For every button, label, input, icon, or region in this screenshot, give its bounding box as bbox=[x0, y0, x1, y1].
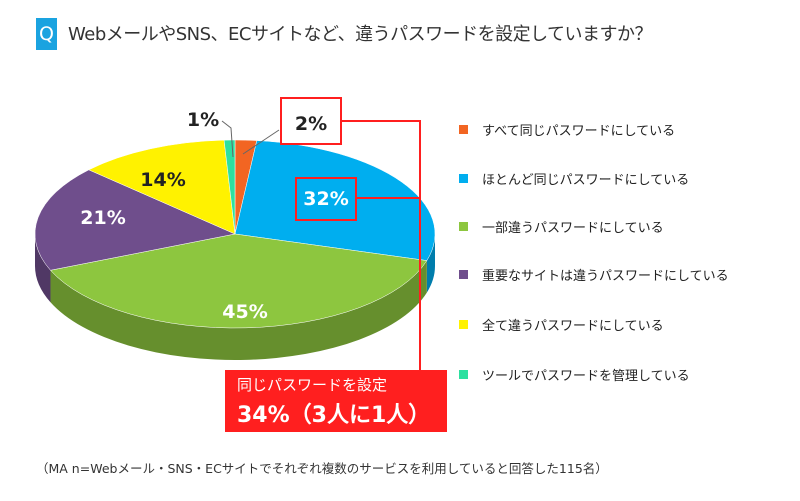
legend-label: ほとんど同じパスワードにしている bbox=[482, 173, 690, 188]
legend-label: すべて同じパスワードにしている bbox=[482, 124, 676, 139]
legend-item: すべて同じパスワードにしている bbox=[459, 120, 675, 139]
footnote: （MA n=Webメール・SNS・ECサイトでそれぞれ複数のサービスを利用してい… bbox=[36, 461, 608, 476]
legend-label: 一部違うパスワードにしている bbox=[482, 221, 664, 236]
data-label-4: 21% bbox=[80, 207, 125, 229]
legend-item: 一部違うパスワードにしている bbox=[459, 217, 664, 236]
leader-line-2pct bbox=[242, 129, 280, 155]
pie-slice-6 bbox=[223, 139, 236, 235]
legend-swatch bbox=[459, 320, 468, 329]
pie-side-3 bbox=[50, 260, 427, 360]
legend-swatch bbox=[459, 222, 468, 231]
data-label-6: 1% bbox=[187, 109, 219, 131]
pie-slice-3 bbox=[50, 233, 428, 329]
legend-swatch bbox=[459, 370, 468, 379]
legend-item: 重要なサイトは違うパスワードにしている bbox=[459, 265, 729, 284]
connector-line-2pct bbox=[341, 120, 421, 370]
chart-title: WebメールやSNS、ECサイトなど、違うパスワードを設定していますか？ bbox=[68, 24, 653, 45]
callout-line2: 34%（3人に1人） bbox=[237, 403, 431, 428]
leader-line-1pct bbox=[221, 120, 234, 158]
legend-item: 全て違うパスワードにしている bbox=[459, 315, 664, 334]
pie-slice-5 bbox=[88, 139, 236, 235]
pie-slice-4 bbox=[34, 169, 236, 271]
data-label-1: 2% bbox=[295, 113, 327, 135]
legend-item: ツールでパスワードを管理している bbox=[459, 365, 690, 384]
legend-swatch bbox=[459, 174, 468, 183]
legend-label: ツールでパスワードを管理している bbox=[482, 369, 690, 384]
legend-label: 重要なサイトは違うパスワードにしている bbox=[482, 269, 729, 284]
legend-swatch bbox=[459, 270, 468, 279]
legend-label: 全て違うパスワードにしている bbox=[482, 319, 664, 334]
callout-line1: 同じパスワードを設定 bbox=[237, 376, 388, 394]
legend-item: ほとんど同じパスワードにしている bbox=[459, 169, 689, 188]
data-label-5: 14% bbox=[140, 169, 185, 191]
pie-side-4 bbox=[35, 234, 51, 303]
pie-side-2 bbox=[426, 234, 435, 293]
data-label-3: 45% bbox=[222, 301, 267, 323]
question-badge: Q bbox=[36, 18, 57, 50]
callout-box: 同じパスワードを設定 34%（3人に1人） bbox=[225, 370, 447, 432]
legend-swatch bbox=[459, 125, 468, 134]
data-label-2: 32% bbox=[303, 188, 348, 210]
